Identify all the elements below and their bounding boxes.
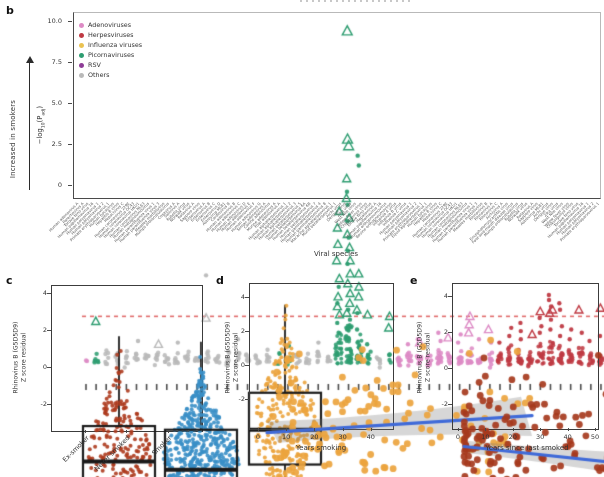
y-tick-mark <box>245 365 249 366</box>
c-x-tick-mark <box>168 430 169 433</box>
y-tick-mark <box>448 368 452 369</box>
x-tick-mark <box>595 428 596 431</box>
increased-arrow-head <box>26 56 34 63</box>
y-tick-label: -2 <box>238 395 245 404</box>
x-tick-label: 50 <box>590 433 600 441</box>
e-points-canvas <box>452 283 604 477</box>
e-x-axis-label: Years since last smoked <box>485 444 569 452</box>
y-tick-label: 0 <box>443 364 448 372</box>
cropped-text-remnant <box>300 0 412 2</box>
legend-label: Herpesviruses <box>88 31 134 39</box>
c-y-axis-label: Rhinovirus B (G5D5D9) Z score residual <box>12 321 28 394</box>
x-tick-mark <box>258 428 259 431</box>
legend-label: Picornaviruses <box>88 51 135 59</box>
y-tick-label: 2 <box>443 328 448 336</box>
legend-label: RSV <box>88 61 101 69</box>
legend-item-picornaviruses: Picornaviruses <box>79 50 142 60</box>
legend-label: Influenza viruses <box>88 41 143 49</box>
b-y-tick-mark <box>68 21 72 22</box>
increased-in-smokers-label: Increased in smokers <box>9 99 18 179</box>
x-tick-label: 40 <box>563 433 572 441</box>
increased-arrow <box>29 62 31 190</box>
x-tick-mark <box>540 428 542 431</box>
c-y-tick-mark <box>47 367 51 368</box>
x-tick-mark <box>485 428 487 431</box>
panel-label-d: d <box>216 274 224 287</box>
panel-label-c: c <box>6 274 13 287</box>
legend-item-influenza: Influenza viruses <box>79 40 142 50</box>
y-tick-label: 4 <box>443 292 448 300</box>
legend-label: Others <box>88 71 110 79</box>
legend-item-others: Others <box>79 70 142 80</box>
b-y-tick-mark <box>68 62 72 63</box>
legend-item-adenoviruses: Adenoviruses <box>79 20 142 30</box>
c-y-tick-label: 0 <box>42 363 47 371</box>
y-tick-label: 0 <box>240 361 245 369</box>
b-y-tick-mark <box>68 185 72 186</box>
y-tick-label: -2 <box>441 400 448 408</box>
x-tick-label: 0 <box>255 433 261 441</box>
b-y-tick-label: 10.0 <box>47 17 62 25</box>
b-y-tick-label: 0 <box>57 181 62 189</box>
c-y-tick-mark <box>47 293 51 294</box>
c-y-tick-mark <box>47 330 51 331</box>
x-tick-label: 20 <box>508 433 517 441</box>
c-y-tick-mark <box>47 404 51 405</box>
b-legend: Adenoviruses Herpesviruses Influenza vir… <box>79 20 142 80</box>
legend-item-herpesviruses: Herpesviruses <box>79 30 142 40</box>
y-tick-mark <box>448 296 452 297</box>
x-tick-mark <box>458 428 459 431</box>
c-y-tick-label: 2 <box>42 326 47 334</box>
c-y-tick-label: -2 <box>40 400 47 408</box>
x-tick-label: 10 <box>481 433 490 441</box>
c-x-tick-mark <box>85 430 86 433</box>
others-swatch-icon <box>79 72 84 78</box>
rsv-swatch-icon <box>79 62 84 68</box>
y-tick-label: 4 <box>240 292 245 301</box>
b-y-tick-mark <box>68 144 72 145</box>
x-tick-label: 0 <box>455 433 461 441</box>
legend-label: Adenoviruses <box>88 21 132 29</box>
x-tick-mark <box>286 428 288 431</box>
panel-label-b: b <box>6 4 14 17</box>
b-y-tick-label: 2.5 <box>51 140 62 148</box>
b-y-tick-label: 5.0 <box>51 99 62 107</box>
x-tick-mark <box>370 428 372 431</box>
y-tick-mark <box>245 296 249 298</box>
y-tick-mark <box>448 332 452 333</box>
y-tick-mark <box>245 330 249 332</box>
b-x-axis-label: Viral species <box>313 250 359 258</box>
d-x-axis-label: Years smoking <box>295 444 347 452</box>
x-tick-mark <box>342 428 344 431</box>
x-tick-label: 30 <box>536 433 545 441</box>
panel-label-e: e <box>410 274 418 287</box>
influenza-swatch-icon <box>79 42 84 48</box>
x-tick-label: 20 <box>310 433 319 441</box>
x-tick-mark <box>314 428 316 431</box>
x-tick-mark <box>512 428 514 431</box>
legend-item-rsv: RSV <box>79 60 142 70</box>
b-y-tick-mark <box>68 103 72 104</box>
picornaviruses-swatch-icon <box>79 52 84 58</box>
x-tick-label: 30 <box>338 433 347 441</box>
c-y-tick-label: 4 <box>42 289 47 297</box>
b-y-axis-label: −log10(Padj) <box>36 106 47 145</box>
y-tick-mark <box>245 399 249 401</box>
y-tick-label: 2 <box>240 326 245 335</box>
herpesviruses-swatch-icon <box>79 32 84 38</box>
x-tick-label: 40 <box>366 433 375 441</box>
x-tick-label: 10 <box>282 433 291 441</box>
b-y-tick-label: 7.5 <box>51 58 62 66</box>
c-x-tick-mark <box>126 430 127 433</box>
y-tick-mark <box>448 404 452 405</box>
adenoviruses-swatch-icon <box>79 22 84 28</box>
x-tick-mark <box>567 428 569 431</box>
